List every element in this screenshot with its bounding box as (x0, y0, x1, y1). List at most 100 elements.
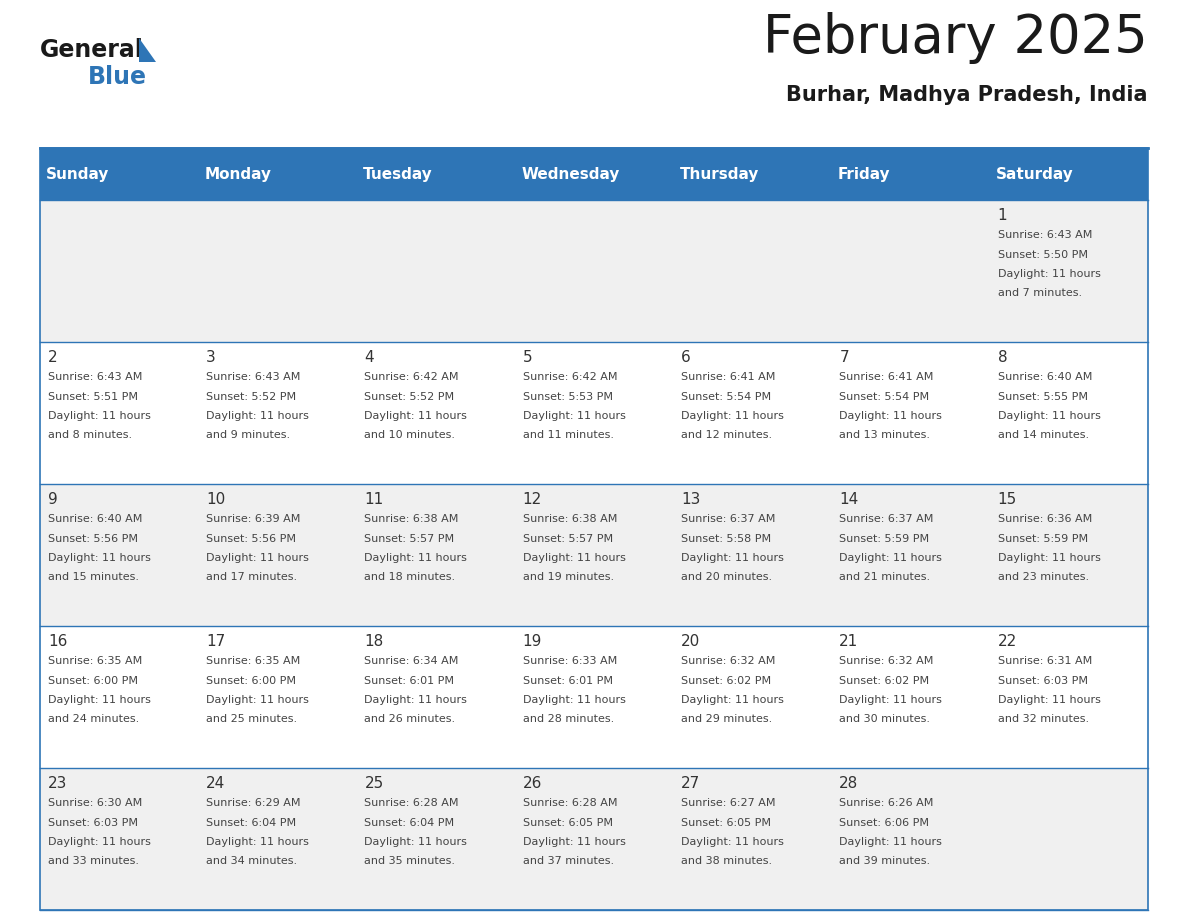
Bar (40, 626, 1148, 768)
Bar (40, 342, 1148, 484)
Text: Daylight: 11 hours: Daylight: 11 hours (523, 553, 626, 563)
Text: 18: 18 (365, 634, 384, 649)
Text: Sunset: 6:03 PM: Sunset: 6:03 PM (998, 676, 1088, 686)
Text: 23: 23 (48, 776, 68, 791)
Text: Sunset: 5:50 PM: Sunset: 5:50 PM (998, 250, 1088, 260)
Text: Sunrise: 6:28 AM: Sunrise: 6:28 AM (523, 798, 618, 808)
Text: Sunrise: 6:38 AM: Sunrise: 6:38 AM (523, 514, 617, 524)
Text: 25: 25 (365, 776, 384, 791)
Text: Daylight: 11 hours: Daylight: 11 hours (365, 695, 467, 705)
Text: Daylight: 11 hours: Daylight: 11 hours (681, 553, 784, 563)
Text: and 30 minutes.: and 30 minutes. (840, 714, 930, 724)
Text: Sunset: 5:58 PM: Sunset: 5:58 PM (681, 533, 771, 543)
Bar (40, 200, 1148, 342)
Text: Daylight: 11 hours: Daylight: 11 hours (523, 837, 626, 847)
Text: and 25 minutes.: and 25 minutes. (207, 714, 297, 724)
Text: 9: 9 (48, 492, 58, 507)
Text: Sunset: 6:01 PM: Sunset: 6:01 PM (523, 676, 613, 686)
Text: Sunrise: 6:39 AM: Sunrise: 6:39 AM (207, 514, 301, 524)
Text: Sunset: 5:51 PM: Sunset: 5:51 PM (48, 391, 138, 401)
Text: 7: 7 (840, 350, 849, 365)
Text: 8: 8 (998, 350, 1007, 365)
Text: Sunset: 5:54 PM: Sunset: 5:54 PM (840, 391, 929, 401)
Text: and 33 minutes.: and 33 minutes. (48, 856, 139, 867)
Text: Daylight: 11 hours: Daylight: 11 hours (365, 411, 467, 421)
Text: Sunrise: 6:34 AM: Sunrise: 6:34 AM (365, 656, 459, 666)
Text: Daylight: 11 hours: Daylight: 11 hours (48, 411, 151, 421)
Text: 19: 19 (523, 634, 542, 649)
Text: Sunrise: 6:37 AM: Sunrise: 6:37 AM (681, 514, 776, 524)
Text: and 28 minutes.: and 28 minutes. (523, 714, 614, 724)
Text: 16: 16 (48, 634, 68, 649)
Text: and 19 minutes.: and 19 minutes. (523, 573, 614, 583)
Text: Sunset: 6:05 PM: Sunset: 6:05 PM (681, 818, 771, 827)
Text: Sunset: 6:01 PM: Sunset: 6:01 PM (365, 676, 455, 686)
Text: Tuesday: Tuesday (362, 166, 432, 182)
Text: Sunset: 6:02 PM: Sunset: 6:02 PM (840, 676, 929, 686)
Text: Sunrise: 6:37 AM: Sunrise: 6:37 AM (840, 514, 934, 524)
Text: Sunset: 6:00 PM: Sunset: 6:00 PM (48, 676, 138, 686)
Text: Sunset: 5:56 PM: Sunset: 5:56 PM (207, 533, 296, 543)
Text: Daylight: 11 hours: Daylight: 11 hours (840, 411, 942, 421)
Text: and 10 minutes.: and 10 minutes. (365, 431, 455, 441)
Text: and 24 minutes.: and 24 minutes. (48, 714, 139, 724)
Text: Friday: Friday (838, 166, 890, 182)
Text: and 9 minutes.: and 9 minutes. (207, 431, 290, 441)
Text: and 35 minutes.: and 35 minutes. (365, 856, 455, 867)
Bar (40, 148, 1148, 910)
Text: and 8 minutes.: and 8 minutes. (48, 431, 132, 441)
Text: Sunset: 6:04 PM: Sunset: 6:04 PM (365, 818, 455, 827)
Text: 3: 3 (207, 350, 216, 365)
Text: Daylight: 11 hours: Daylight: 11 hours (681, 695, 784, 705)
Text: and 23 minutes.: and 23 minutes. (998, 573, 1088, 583)
Text: 13: 13 (681, 492, 701, 507)
Text: and 12 minutes.: and 12 minutes. (681, 431, 772, 441)
Text: Sunrise: 6:26 AM: Sunrise: 6:26 AM (840, 798, 934, 808)
Text: Daylight: 11 hours: Daylight: 11 hours (207, 411, 309, 421)
Text: Sunday: Sunday (46, 166, 109, 182)
Polygon shape (139, 38, 156, 62)
Text: 27: 27 (681, 776, 700, 791)
Text: Sunset: 5:54 PM: Sunset: 5:54 PM (681, 391, 771, 401)
Text: and 21 minutes.: and 21 minutes. (840, 573, 930, 583)
Text: Daylight: 11 hours: Daylight: 11 hours (207, 553, 309, 563)
Text: Sunrise: 6:41 AM: Sunrise: 6:41 AM (840, 372, 934, 382)
Text: 12: 12 (523, 492, 542, 507)
Text: Daylight: 11 hours: Daylight: 11 hours (840, 695, 942, 705)
Text: Daylight: 11 hours: Daylight: 11 hours (48, 553, 151, 563)
Text: Sunset: 6:06 PM: Sunset: 6:06 PM (840, 818, 929, 827)
Text: and 39 minutes.: and 39 minutes. (840, 856, 930, 867)
Text: Sunset: 6:05 PM: Sunset: 6:05 PM (523, 818, 613, 827)
Text: February 2025: February 2025 (763, 12, 1148, 64)
Text: and 38 minutes.: and 38 minutes. (681, 856, 772, 867)
Text: 15: 15 (998, 492, 1017, 507)
Text: and 18 minutes.: and 18 minutes. (365, 573, 456, 583)
Text: Sunrise: 6:28 AM: Sunrise: 6:28 AM (365, 798, 459, 808)
Text: 1: 1 (998, 208, 1007, 223)
Text: Sunset: 5:53 PM: Sunset: 5:53 PM (523, 391, 613, 401)
Text: and 34 minutes.: and 34 minutes. (207, 856, 297, 867)
Text: Monday: Monday (204, 166, 272, 182)
Bar (40, 484, 1148, 626)
Text: Sunrise: 6:40 AM: Sunrise: 6:40 AM (48, 514, 143, 524)
Text: Sunset: 5:59 PM: Sunset: 5:59 PM (840, 533, 929, 543)
Text: Sunrise: 6:32 AM: Sunrise: 6:32 AM (681, 656, 776, 666)
Text: Sunrise: 6:29 AM: Sunrise: 6:29 AM (207, 798, 301, 808)
Text: Sunrise: 6:43 AM: Sunrise: 6:43 AM (998, 230, 1092, 240)
Text: 26: 26 (523, 776, 542, 791)
Text: Saturday: Saturday (996, 166, 1074, 182)
Text: Sunrise: 6:35 AM: Sunrise: 6:35 AM (207, 656, 301, 666)
Text: Daylight: 11 hours: Daylight: 11 hours (48, 695, 151, 705)
Text: Daylight: 11 hours: Daylight: 11 hours (365, 553, 467, 563)
Text: 20: 20 (681, 634, 700, 649)
Text: and 32 minutes.: and 32 minutes. (998, 714, 1088, 724)
Text: 2: 2 (48, 350, 57, 365)
Text: and 14 minutes.: and 14 minutes. (998, 431, 1088, 441)
Text: and 7 minutes.: and 7 minutes. (998, 288, 1082, 298)
Text: Daylight: 11 hours: Daylight: 11 hours (998, 411, 1100, 421)
Text: Blue: Blue (88, 65, 147, 89)
Text: Burhar, Madhya Pradesh, India: Burhar, Madhya Pradesh, India (786, 85, 1148, 105)
Text: Daylight: 11 hours: Daylight: 11 hours (523, 411, 626, 421)
Text: Sunrise: 6:38 AM: Sunrise: 6:38 AM (365, 514, 459, 524)
Text: 17: 17 (207, 634, 226, 649)
